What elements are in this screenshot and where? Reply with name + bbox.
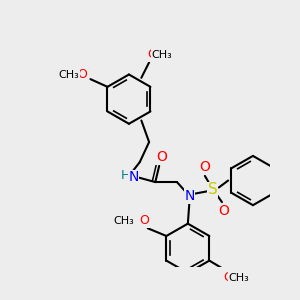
- Text: CH₃: CH₃: [228, 273, 249, 283]
- Text: O: O: [78, 68, 88, 81]
- Text: CH₃: CH₃: [113, 216, 134, 226]
- Text: O: O: [156, 150, 167, 164]
- Text: CH₃: CH₃: [151, 50, 172, 60]
- Text: O: O: [218, 204, 229, 218]
- Text: N: N: [184, 189, 195, 203]
- Text: CH₃: CH₃: [58, 70, 79, 80]
- Text: O: O: [223, 271, 233, 284]
- Text: N: N: [128, 170, 139, 184]
- Text: H: H: [121, 169, 130, 182]
- Text: O: O: [147, 48, 157, 61]
- Text: O: O: [200, 160, 210, 174]
- Text: S: S: [208, 182, 218, 197]
- Text: O: O: [140, 214, 150, 227]
